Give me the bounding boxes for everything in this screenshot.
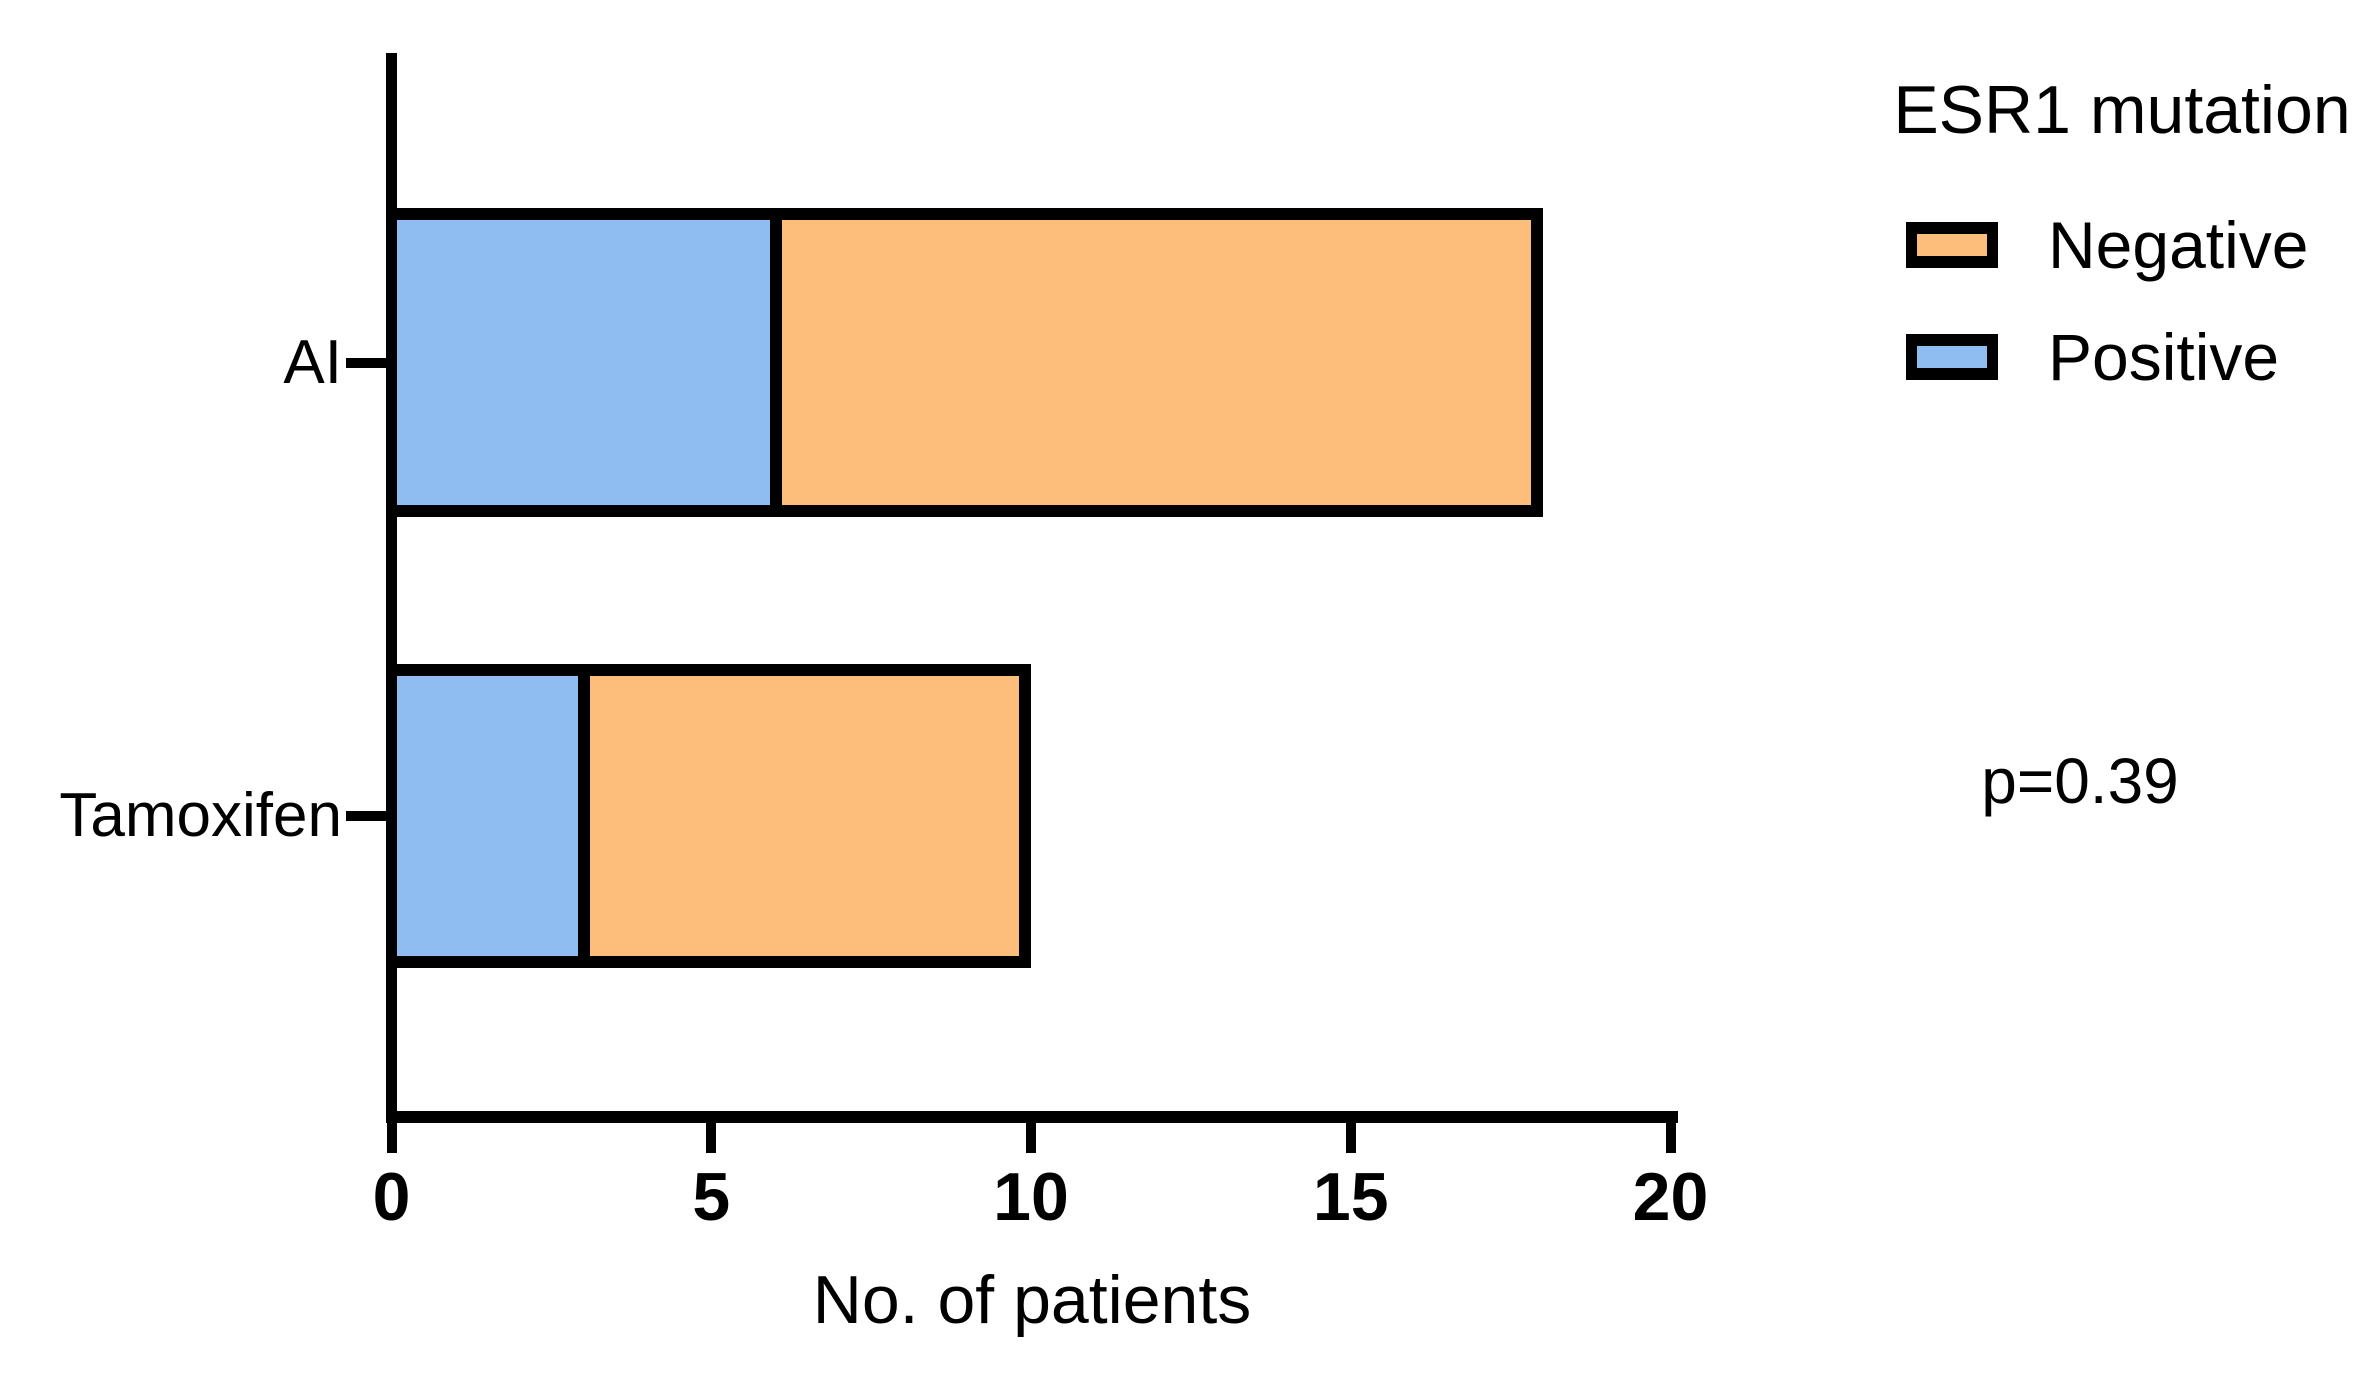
bar-segment-divider bbox=[769, 220, 782, 505]
legend-label-positive: Positive bbox=[2048, 320, 2280, 394]
legend-title: ESR1 mutation bbox=[1893, 72, 2351, 148]
legend-swatch-positive bbox=[1906, 334, 1998, 380]
bar-segment-negative bbox=[781, 220, 1531, 505]
x-tick-mark-0 bbox=[386, 1123, 397, 1153]
legend-swatch-fill-negative bbox=[1917, 234, 1987, 256]
x-tick-label-10: 10 bbox=[993, 1159, 1069, 1235]
category-label-ai: AI bbox=[283, 327, 342, 397]
bar-ai bbox=[397, 208, 1543, 517]
x-tick-mark-20 bbox=[1665, 1123, 1676, 1153]
legend-swatch-negative bbox=[1906, 222, 1998, 268]
category-label-tamoxifen: Tamoxifen bbox=[59, 781, 342, 850]
x-axis-title: No. of patients bbox=[812, 1262, 1252, 1338]
legend-label-negative: Negative bbox=[2048, 208, 2309, 282]
legend-swatch-fill-positive bbox=[1917, 346, 1987, 368]
bar-segment-negative bbox=[589, 676, 1019, 956]
x-tick-label-5: 5 bbox=[692, 1159, 731, 1235]
y-tick-tamoxifen bbox=[346, 811, 386, 821]
y-axis-line bbox=[386, 53, 397, 1123]
y-tick-ai bbox=[346, 357, 386, 368]
x-tick-mark-15 bbox=[1345, 1123, 1356, 1153]
bar-segment-divider bbox=[577, 676, 590, 956]
x-axis-line bbox=[386, 1111, 1678, 1123]
x-tick-label-20: 20 bbox=[1632, 1159, 1709, 1235]
x-tick-mark-10 bbox=[1026, 1123, 1036, 1153]
x-tick-mark-5 bbox=[706, 1123, 717, 1153]
p-value-annotation: p=0.39 bbox=[1981, 745, 2179, 817]
x-tick-label-15: 15 bbox=[1312, 1159, 1389, 1235]
legend-item-positive: Positive bbox=[1906, 322, 2279, 392]
bar-segment-positive bbox=[397, 220, 770, 505]
legend-item-negative: Negative bbox=[1906, 210, 2309, 280]
x-tick-label-0: 0 bbox=[372, 1159, 411, 1235]
bar-segment-positive bbox=[397, 676, 578, 956]
bar-tamoxifen bbox=[397, 664, 1031, 968]
